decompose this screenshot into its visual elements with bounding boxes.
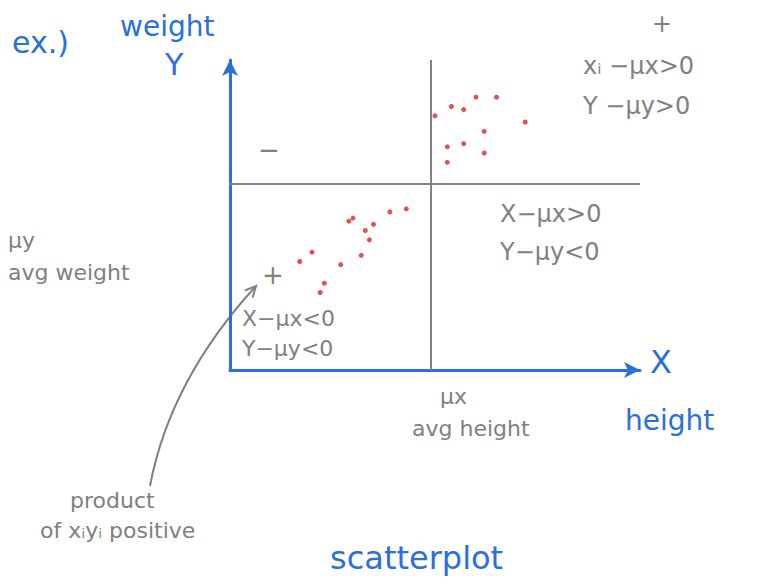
svg-text:avg weight: avg weight [8,260,130,285]
svg-text:Y: Y [164,47,184,82]
svg-text:X−μx>0: X−μx>0 [500,200,601,228]
svg-text:weight: weight [120,10,214,43]
svg-text:Y−μy<0: Y−μy<0 [499,238,600,266]
svg-text:X−μx<0: X−μx<0 [242,306,335,331]
svg-text:of xᵢyᵢ positive: of xᵢyᵢ positive [40,518,195,543]
svg-text:ex.): ex.) [12,25,69,60]
svg-text:product: product [70,488,155,513]
svg-text:μy: μy [8,228,35,253]
svg-text:Y−μy<0: Y−μy<0 [241,336,333,361]
svg-text:Y −μy>0: Y −μy>0 [582,92,690,120]
svg-text:X: X [650,343,672,381]
svg-text:μx: μx [440,384,467,409]
svg-text:xᵢ −μx>0: xᵢ −μx>0 [583,52,694,80]
svg-text:−: − [258,135,280,165]
svg-text:+: + [652,10,672,38]
svg-text:height: height [625,404,714,437]
svg-text:avg height: avg height [412,416,530,441]
svg-text:+: + [262,260,284,290]
svg-text:scatterplot: scatterplot [330,539,503,577]
